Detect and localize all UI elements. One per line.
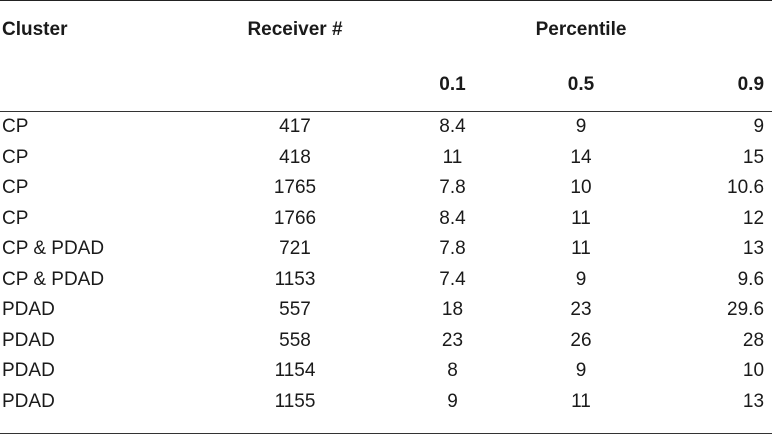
cell-cluster: CP (2, 116, 29, 138)
cell-receiver: 1766 (273, 207, 317, 229)
cell-p01: 18 (441, 299, 464, 321)
cell-cluster: CP (2, 177, 29, 199)
header-row-2: 0.1 0.5 0.9 (0, 59, 772, 112)
cell-p05: 23 (570, 299, 592, 321)
cell-p05: 11 (571, 238, 591, 260)
cell-p05: 14 (570, 146, 592, 168)
cell-p09: 29.6 (727, 299, 765, 321)
cell-p01: 8 (447, 360, 458, 382)
cell-p09: 10 (742, 360, 765, 382)
cell-receiver: 558 (279, 329, 311, 351)
cell-p01: 7.4 (439, 268, 466, 290)
cell-p01: 9 (447, 390, 458, 412)
cell-cluster: CP & PDAD (2, 238, 105, 260)
cell-p05: 26 (570, 329, 592, 351)
table-bottom-rule (0, 433, 772, 434)
cell-receiver: 1765 (273, 177, 317, 199)
cell-p09: 13 (742, 390, 765, 412)
header-p01: 0.1 (439, 74, 466, 95)
cell-p09: 15 (742, 146, 765, 168)
cell-p01: 7.8 (439, 177, 466, 199)
cell-p05: 9 (575, 116, 587, 138)
header-percentile: Percentile (390, 0, 772, 59)
table-row: CP & PDAD 721 7.8 11 13 (0, 234, 772, 265)
header-receiver: Receiver # (200, 0, 390, 59)
table-row: PDAD 558 23 26 28 (0, 326, 772, 357)
cell-p09: 10.6 (727, 177, 765, 199)
table-row: CP 417 8.4 9 9 (0, 112, 772, 143)
cell-p01: 8.4 (439, 207, 466, 229)
percentile-table: Cluster Receiver # Percentile 0.1 0.5 0.… (0, 0, 772, 418)
cell-cluster: PDAD (2, 329, 55, 351)
header-p09: 0.9 (737, 74, 765, 95)
table-row: PDAD 1155 9 11 13 (0, 387, 772, 418)
cell-p05: 10 (570, 177, 592, 199)
cell-cluster: PDAD (2, 299, 55, 321)
cell-p09: 28 (742, 329, 765, 351)
header-cluster: Cluster (0, 0, 200, 59)
cell-cluster: CP (2, 146, 29, 168)
cell-p01: 7.8 (439, 238, 466, 260)
table-row: PDAD 1154 8 9 10 (0, 356, 772, 387)
table-row: CP 1765 7.8 10 10.6 (0, 173, 772, 204)
cell-p05: 9 (575, 268, 587, 290)
header-row-1: Cluster Receiver # Percentile (0, 0, 772, 59)
cell-receiver: 418 (279, 146, 311, 168)
cell-receiver: 1153 (274, 268, 316, 290)
header-p05: 0.5 (567, 74, 595, 95)
header-empty-1 (0, 59, 200, 112)
table-row: CP 1766 8.4 11 12 (0, 204, 772, 235)
table-row: PDAD 557 18 23 29.6 (0, 295, 772, 326)
cell-cluster: CP (2, 207, 29, 229)
cell-p09: 12 (742, 207, 765, 229)
cell-cluster: CP & PDAD (2, 268, 105, 290)
table-body: CP 417 8.4 9 9 CP 418 11 14 15 CP 1765 7.8 10 10.6 CP 17… (0, 112, 772, 418)
cell-receiver: 417 (279, 116, 311, 138)
cell-receiver: 1154 (274, 360, 316, 382)
cell-cluster: PDAD (2, 360, 55, 382)
cell-receiver: 721 (279, 238, 311, 260)
cell-p05: 9 (575, 360, 587, 382)
cell-p01: 23 (441, 329, 464, 351)
table-row: CP 418 11 14 15 (0, 143, 772, 174)
table-row: CP & PDAD 1153 7.4 9 9.6 (0, 265, 772, 296)
cell-p01: 8.4 (439, 116, 466, 138)
cell-receiver: 1155 (274, 390, 316, 412)
cell-p05: 11 (571, 390, 591, 412)
cell-cluster: PDAD (2, 390, 55, 412)
cell-receiver: 557 (279, 299, 311, 321)
cell-p09: 9.6 (737, 268, 765, 290)
cell-p09: 13 (742, 238, 765, 260)
header-empty-2 (200, 59, 390, 112)
cell-p01: 11 (442, 146, 463, 168)
cell-p05: 11 (571, 207, 591, 229)
cell-p09: 9 (753, 116, 765, 138)
